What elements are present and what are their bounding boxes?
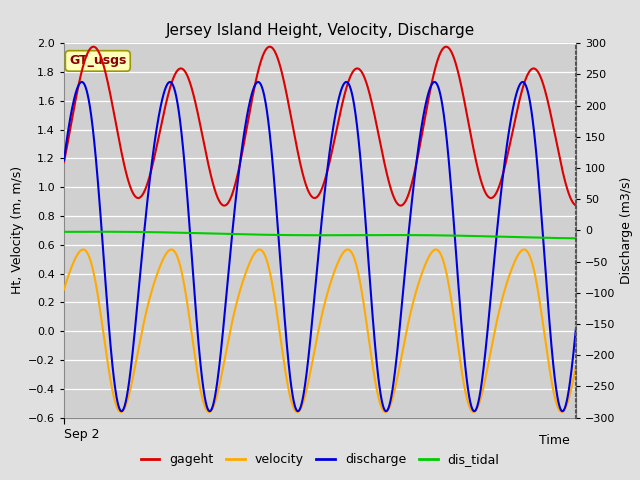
Title: Jersey Island Height, Velocity, Discharge: Jersey Island Height, Velocity, Discharg… xyxy=(165,23,475,38)
Text: GT_usgs: GT_usgs xyxy=(69,54,127,67)
Legend: gageht, velocity, discharge, dis_tidal: gageht, velocity, discharge, dis_tidal xyxy=(136,448,504,471)
Text: Time: Time xyxy=(539,434,570,447)
Y-axis label: Ht, Velocity (m, m/s): Ht, Velocity (m, m/s) xyxy=(11,167,24,294)
Y-axis label: Discharge (m3/s): Discharge (m3/s) xyxy=(620,177,633,284)
